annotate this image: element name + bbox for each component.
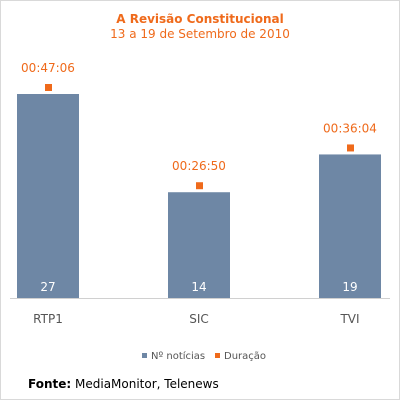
duration-label: 00:26:50 [172, 159, 226, 173]
duration-marker [347, 144, 354, 152]
x-tick-label: TVI [339, 312, 359, 326]
source-text: MediaMonitor, Telenews [75, 377, 219, 391]
duration-label: 00:47:06 [21, 61, 75, 75]
legend-swatch-count [142, 353, 147, 358]
chart-title: A Revisão Constitucional [116, 12, 284, 26]
duration-label: 00:36:04 [323, 121, 377, 135]
x-tick-label: RTP1 [33, 312, 63, 326]
bar-sic [168, 192, 230, 298]
legend-label-duration: Duração [224, 351, 266, 362]
x-tick-label: SIC [189, 312, 209, 326]
duration-marker [196, 182, 203, 190]
duration-marker [45, 84, 52, 91]
legend-swatch-duration [215, 353, 220, 358]
chart-subtitle: 13 a 19 de Setembro de 2010 [110, 27, 290, 41]
bar-tvi [319, 154, 381, 298]
source-note: Fonte: MediaMonitor, Telenews [28, 377, 219, 391]
bar-value-label: 27 [40, 280, 55, 294]
bar-value-label: 14 [191, 280, 206, 294]
bar-rtp1 [17, 94, 79, 298]
source-label: Fonte: [28, 377, 72, 391]
legend-label-count: Nº notícias [151, 350, 205, 362]
bar-value-label: 19 [342, 280, 357, 294]
